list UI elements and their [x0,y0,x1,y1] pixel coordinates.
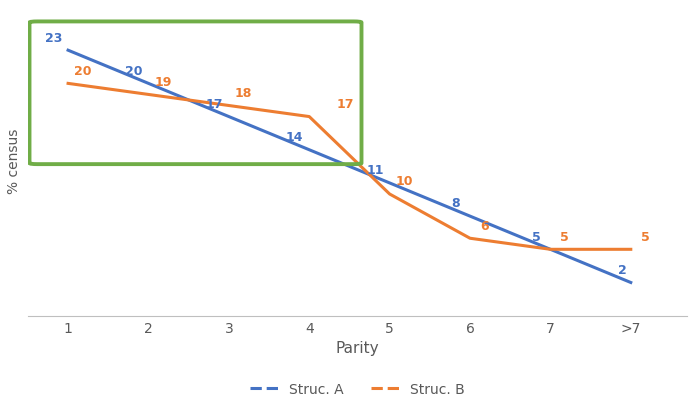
Text: 17: 17 [337,98,354,111]
Text: 23: 23 [45,32,62,45]
Text: 5: 5 [532,230,541,243]
Text: 18: 18 [235,87,252,100]
Text: 19: 19 [154,76,171,89]
Struc. A [225,115,233,120]
Line: Struc. A: Struc. A [68,51,631,283]
Struc. B [627,247,635,252]
Text: 14: 14 [286,131,303,144]
Text: 17: 17 [205,98,223,111]
Text: 5: 5 [641,230,650,243]
Struc. A [385,181,393,186]
Text: 20: 20 [125,64,143,77]
Text: 5: 5 [561,230,569,243]
Struc. B [305,115,314,120]
Struc. A [546,247,555,252]
Text: 8: 8 [451,197,460,210]
Struc. A [627,280,635,285]
Line: Struc. B: Struc. B [68,84,631,250]
Legend: Struc. A, Struc. B: Struc. A, Struc. B [244,377,471,402]
Struc. B [466,236,474,241]
Struc. B [546,247,555,252]
Text: 11: 11 [366,164,384,177]
X-axis label: Parity: Parity [336,340,380,355]
Struc. B [144,93,153,98]
Struc. A [64,49,72,53]
Text: 10: 10 [396,175,413,188]
Struc. B [225,104,233,109]
Y-axis label: % census: % census [7,129,21,194]
Struc. A [144,82,153,87]
Struc. B [64,82,72,87]
Text: 2: 2 [618,263,627,276]
Text: 6: 6 [480,219,489,232]
Struc. A [305,148,314,153]
Struc. B [385,192,393,197]
Struc. A [466,214,474,219]
Text: 20: 20 [74,64,92,77]
